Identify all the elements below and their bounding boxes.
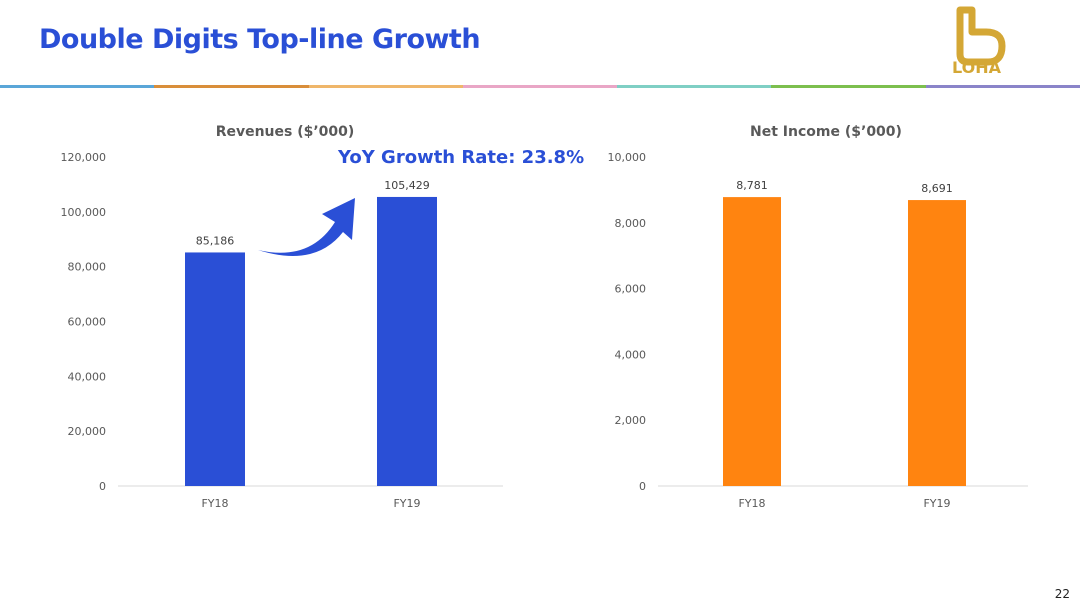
data-label: 105,429 [384, 179, 430, 192]
y-tick-label: 2,000 [615, 414, 647, 427]
y-tick-label: 10,000 [608, 151, 647, 164]
stripe-segment [0, 85, 156, 88]
y-tick-label: 40,000 [68, 370, 107, 383]
page-number: 22 [1054, 587, 1070, 601]
chart-title: Revenues ($’000) [216, 124, 355, 140]
y-tick-label: 120,000 [61, 151, 107, 164]
y-tick-label: 4,000 [615, 348, 647, 361]
y-tick-label: 0 [99, 480, 106, 493]
chart-title: Net Income ($’000) [750, 124, 902, 140]
page-title: Double Digits Top-line Growth [39, 24, 481, 55]
stripe-segment [925, 85, 1080, 88]
y-tick-label: 20,000 [68, 425, 107, 438]
bar-fy19 [377, 196, 437, 486]
bar-fy18 [723, 197, 781, 486]
growth-arrow-icon [258, 198, 355, 256]
stripe-segment [617, 85, 773, 88]
y-tick-label: 0 [639, 480, 646, 493]
stripe-segment [462, 85, 619, 88]
x-tick-label: FY19 [393, 497, 420, 510]
y-tick-label: 60,000 [68, 316, 107, 329]
stripe-segment [771, 85, 927, 88]
logo-text: LOHA [952, 58, 1001, 77]
stripe-segment [308, 85, 464, 88]
data-label: 8,781 [736, 179, 768, 192]
y-tick-label: 8,000 [615, 217, 647, 230]
y-tick-label: 80,000 [68, 261, 107, 274]
yoy-growth-annotation: YoY Growth Rate: 23.8% [338, 147, 585, 168]
bar-fy18 [185, 252, 245, 486]
loha-logo-icon [956, 6, 1006, 66]
x-tick-label: FY19 [923, 497, 950, 510]
data-label: 85,186 [196, 234, 235, 247]
bar-fy19 [908, 200, 966, 486]
y-tick-label: 100,000 [61, 206, 107, 219]
x-tick-label: FY18 [738, 497, 765, 510]
stripe-segment [154, 85, 310, 88]
y-tick-label: 6,000 [615, 283, 647, 296]
data-label: 8,691 [921, 182, 953, 195]
x-tick-label: FY18 [201, 497, 228, 510]
